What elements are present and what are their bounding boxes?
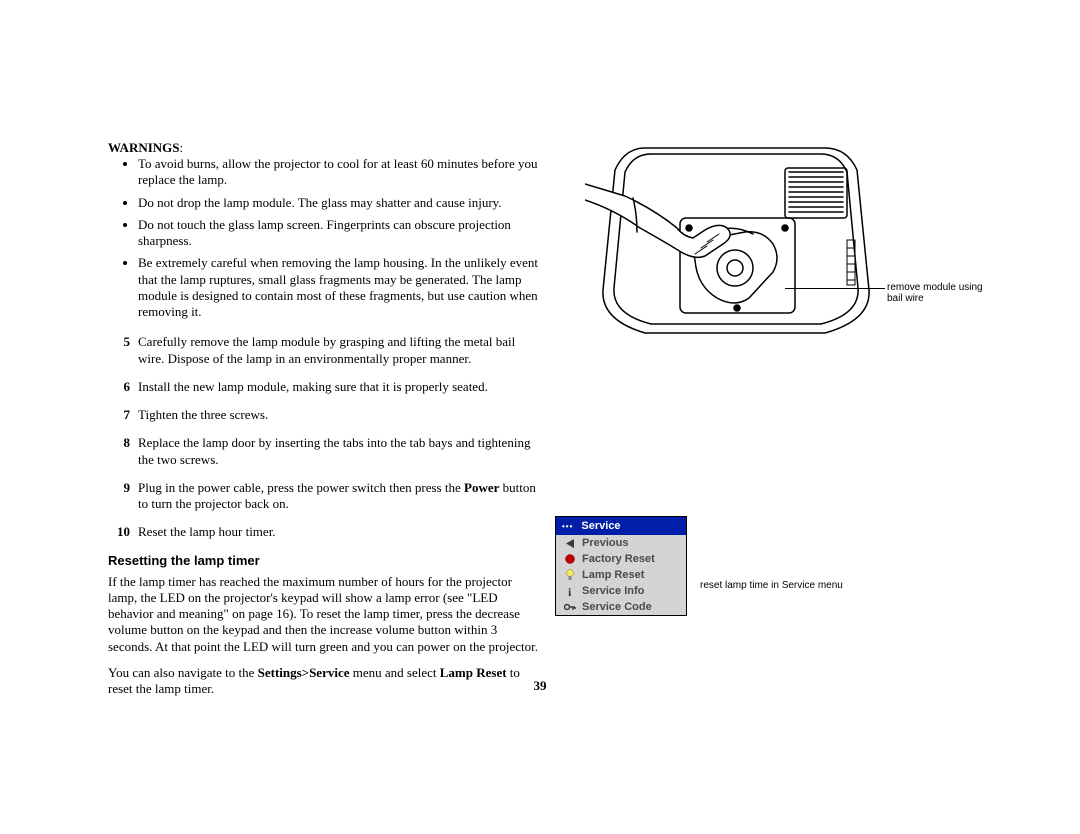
- triangle-left-icon: [562, 539, 578, 548]
- page-number: 39: [0, 678, 1080, 694]
- warnings-colon: :: [180, 140, 184, 155]
- step-number: 6: [108, 379, 138, 395]
- left-column: WARNINGS: To avoid burns, allow the proj…: [108, 140, 543, 707]
- step-text: Install the new lamp module, making sure…: [138, 379, 543, 395]
- service-menu-title: Service: [581, 520, 620, 532]
- menu-item-service-code[interactable]: Service Code: [556, 599, 686, 615]
- paragraph-1: If the lamp timer has reached the maximu…: [108, 574, 543, 655]
- step-number: 7: [108, 407, 138, 423]
- warning-item: Be extremely careful when removing the l…: [138, 255, 543, 320]
- warnings-label: WARNINGS: [108, 140, 180, 155]
- warnings-list: To avoid burns, allow the projector to c…: [108, 156, 543, 320]
- svg-text:i: i: [568, 585, 572, 597]
- step-number: 10: [108, 524, 138, 540]
- callout-leader: [785, 288, 885, 289]
- menu-dots-icon: •••: [562, 522, 573, 531]
- service-menu: ••• Service Previous Factory Reset Lamp …: [555, 516, 687, 616]
- power-label: Power: [464, 480, 499, 495]
- step-text: Reset the lamp hour timer.: [138, 524, 543, 540]
- step-7: 7 Tighten the three screws.: [108, 407, 543, 423]
- step-6: 6 Install the new lamp module, making su…: [108, 379, 543, 395]
- warning-item: To avoid burns, allow the projector to c…: [138, 156, 543, 189]
- menu-item-label: Previous: [582, 537, 628, 549]
- step-text: Tighten the three screws.: [138, 407, 543, 423]
- step-text: Carefully remove the lamp module by gras…: [138, 334, 543, 367]
- circle-icon: [562, 554, 578, 564]
- subheading: Resetting the lamp timer: [108, 553, 543, 568]
- step-text: Replace the lamp door by inserting the t…: [138, 435, 543, 468]
- service-menu-body: Previous Factory Reset Lamp Reset i Serv…: [556, 535, 686, 615]
- menu-item-lamp-reset[interactable]: Lamp Reset: [556, 567, 686, 583]
- step-text: Plug in the power cable, press the power…: [138, 480, 543, 513]
- menu-item-label: Lamp Reset: [582, 569, 644, 581]
- step-number: 8: [108, 435, 138, 468]
- service-menu-header: ••• Service: [556, 517, 686, 535]
- warning-item: Do not touch the glass lamp screen. Fing…: [138, 217, 543, 250]
- figure-callout: remove module using bail wire: [887, 282, 985, 304]
- menu-item-service-info[interactable]: i Service Info: [556, 583, 686, 599]
- menu-item-label: Service Info: [582, 585, 644, 597]
- projector-svg: [585, 140, 885, 355]
- bulb-icon: [562, 569, 578, 581]
- warnings-heading: WARNINGS:: [108, 140, 543, 156]
- menu-item-previous[interactable]: Previous: [556, 535, 686, 551]
- info-icon: i: [562, 585, 578, 597]
- warning-item: Do not drop the lamp module. The glass m…: [138, 195, 543, 211]
- step-number: 9: [108, 480, 138, 513]
- step-9: 9 Plug in the power cable, press the pow…: [108, 480, 543, 513]
- projector-figure: remove module using bail wire: [585, 140, 985, 359]
- menu-callout: reset lamp time in Service menu: [700, 580, 843, 591]
- step-number: 5: [108, 334, 138, 367]
- step-8: 8 Replace the lamp door by inserting the…: [108, 435, 543, 468]
- step-5: 5 Carefully remove the lamp module by gr…: [108, 334, 543, 367]
- step-10: 10 Reset the lamp hour timer.: [108, 524, 543, 540]
- key-icon: [562, 602, 578, 612]
- menu-item-factory-reset[interactable]: Factory Reset: [556, 551, 686, 567]
- menu-item-label: Factory Reset: [582, 553, 655, 565]
- menu-item-label: Service Code: [582, 601, 652, 613]
